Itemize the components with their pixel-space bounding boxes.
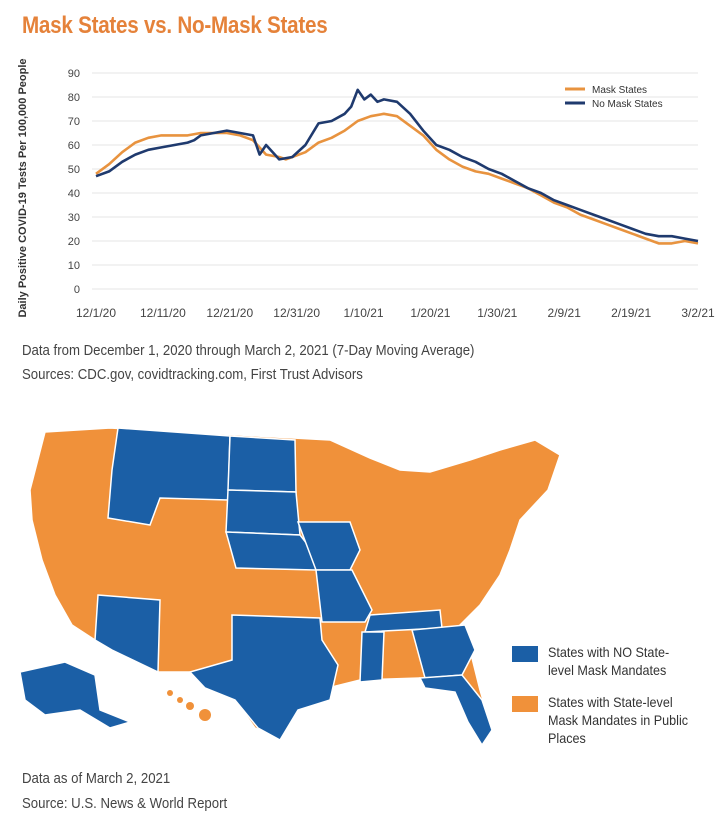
legend-swatch-orange — [512, 696, 538, 712]
legend-label-no-mandate: States with NO State-level Mask Mandates — [548, 644, 670, 678]
chart-title: Mask States vs. No-Mask States — [22, 12, 328, 39]
state-north-dakota — [227, 435, 297, 493]
state-arizona — [94, 594, 161, 674]
x-tick-label: 3/2/21 — [681, 306, 715, 320]
sources-note: Sources: CDC.gov, covidtracking.com, Fir… — [22, 366, 363, 383]
legend-swatch-blue — [512, 646, 538, 662]
line-chart: 0 10 20 30 40 50 60 70 80 90 12/1/20 12/11/20 12/21/… — [17, 58, 715, 320]
us-mask-mandate-map — [19, 427, 561, 747]
x-tick-label: 12/1/20 — [76, 306, 116, 320]
state-alaska — [19, 661, 133, 729]
x-tick-label: 12/11/20 — [140, 306, 186, 320]
series-line-no-mask-states — [95, 88, 699, 243]
y-tick-label: 90 — [68, 68, 80, 80]
data-note: Data from December 1, 2020 through March… — [22, 342, 475, 359]
legend-mandate: States with State-level Mask Mandates in… — [512, 693, 708, 747]
axis-ticks: 0 10 20 30 40 50 60 70 80 90 12/1/20 12/11/20 12/21/… — [68, 68, 715, 320]
y-tick-label: 50 — [68, 164, 80, 176]
y-tick-label: 30 — [68, 212, 80, 224]
y-tick-label: 0 — [74, 284, 80, 296]
y-tick-label: 40 — [68, 188, 80, 200]
x-tick-label: 1/30/21 — [477, 306, 517, 320]
y-tick-label: 10 — [68, 260, 80, 272]
map-source-note: Source: U.S. News & World Report — [22, 795, 228, 812]
y-tick-label: 70 — [68, 116, 80, 128]
y-tick-label: 60 — [68, 140, 80, 152]
state-hawaii — [167, 690, 211, 721]
state-oklahoma-texas — [188, 614, 339, 742]
x-tick-label: 2/19/21 — [611, 306, 651, 320]
y-tick-label: 80 — [68, 92, 80, 104]
state-georgia-sc — [411, 624, 476, 679]
state-south-dakota — [225, 489, 301, 536]
x-tick-label: 1/20/21 — [410, 306, 450, 320]
x-tick-label: 2/9/21 — [548, 306, 582, 320]
series-lines — [95, 88, 699, 245]
series-line-mask-states — [95, 112, 699, 245]
grid — [92, 72, 698, 290]
map-date-note: Data as of March 2, 2021 — [22, 770, 171, 787]
y-axis-label: Daily Positive COVID-19 Tests Per 100,00… — [17, 58, 29, 317]
x-tick-label: 12/31/20 — [273, 306, 320, 320]
legend-label: Mask States — [592, 85, 647, 96]
state-florida — [418, 674, 493, 747]
legend-label: No Mask States — [592, 99, 663, 110]
y-tick-label: 20 — [68, 236, 80, 248]
state-mississippi — [359, 631, 385, 683]
state-iowa — [296, 521, 361, 571]
state-missouri — [315, 569, 373, 623]
legend-no-mandate: States with NO State-level Mask Mandates — [512, 643, 708, 679]
x-tick-label: 12/21/20 — [206, 306, 253, 320]
x-tick-label: 1/10/21 — [344, 306, 384, 320]
chart-legend: Mask States No Mask States — [565, 85, 663, 110]
legend-label-mandate: States with State-level Mask Mandates in… — [548, 694, 689, 746]
